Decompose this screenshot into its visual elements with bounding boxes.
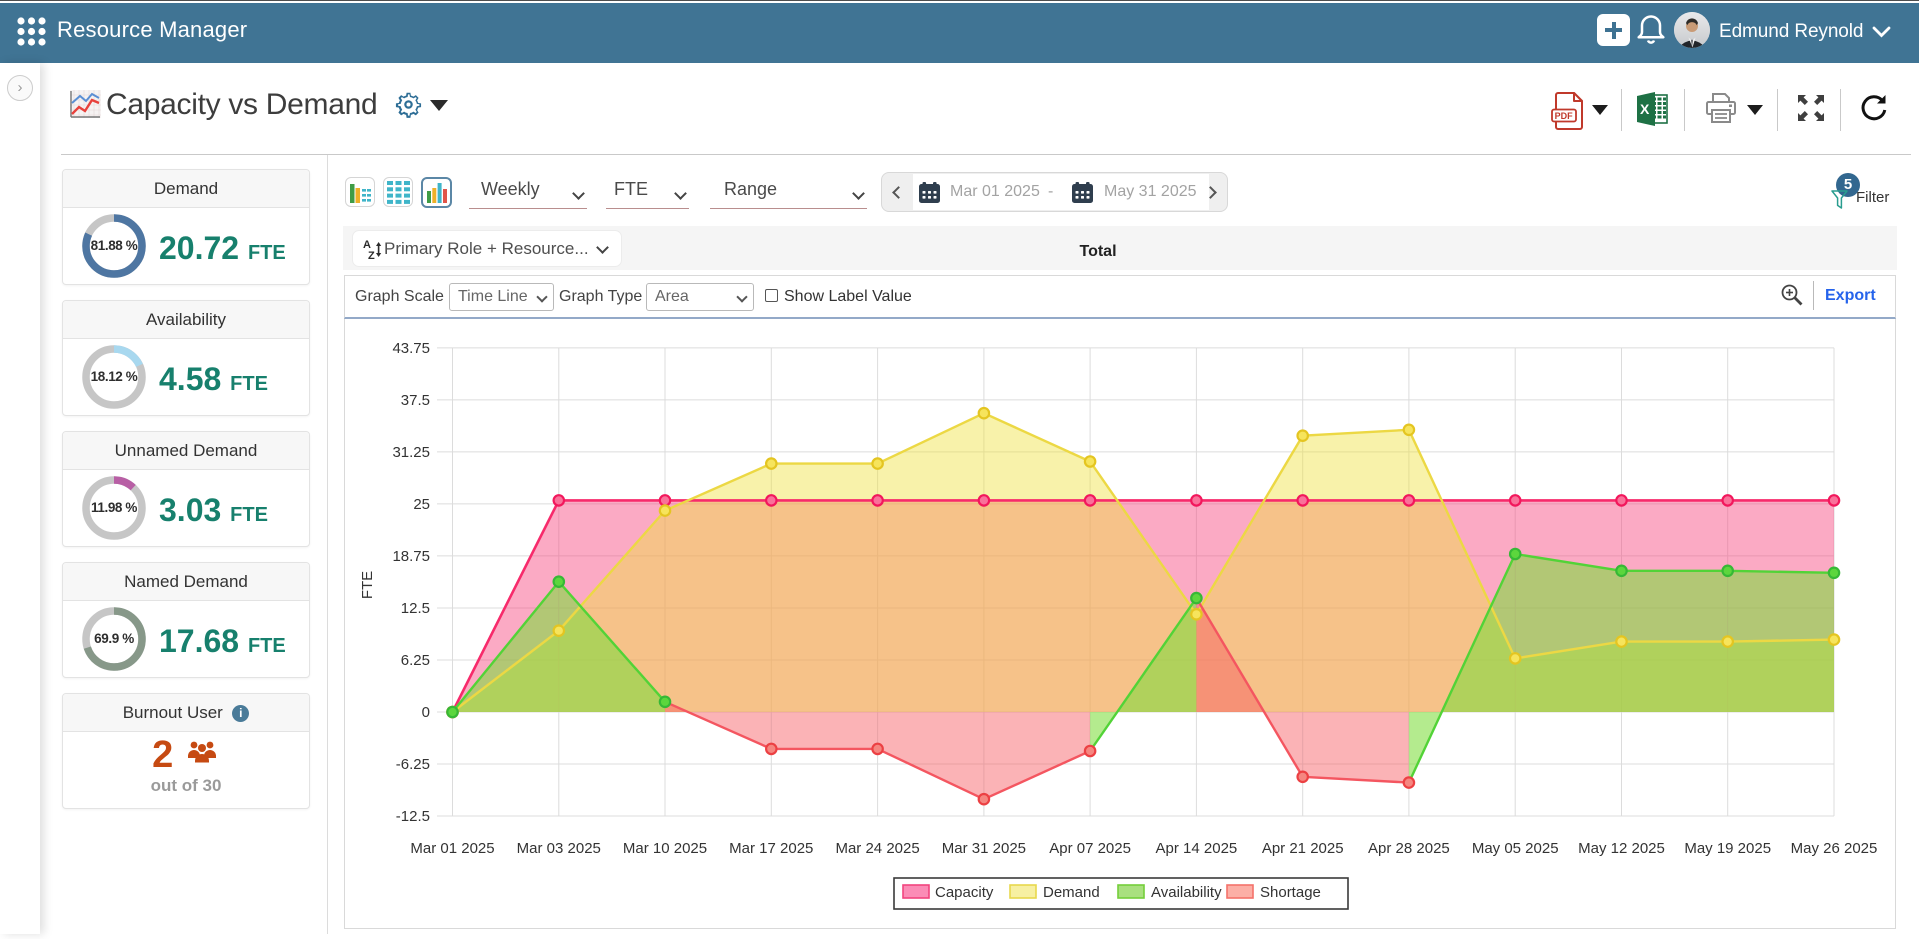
- svg-text:PDF: PDF: [1555, 111, 1574, 121]
- svg-text:Z: Z: [368, 250, 375, 261]
- svg-text:X: X: [1640, 101, 1650, 117]
- svg-text:A: A: [363, 239, 371, 251]
